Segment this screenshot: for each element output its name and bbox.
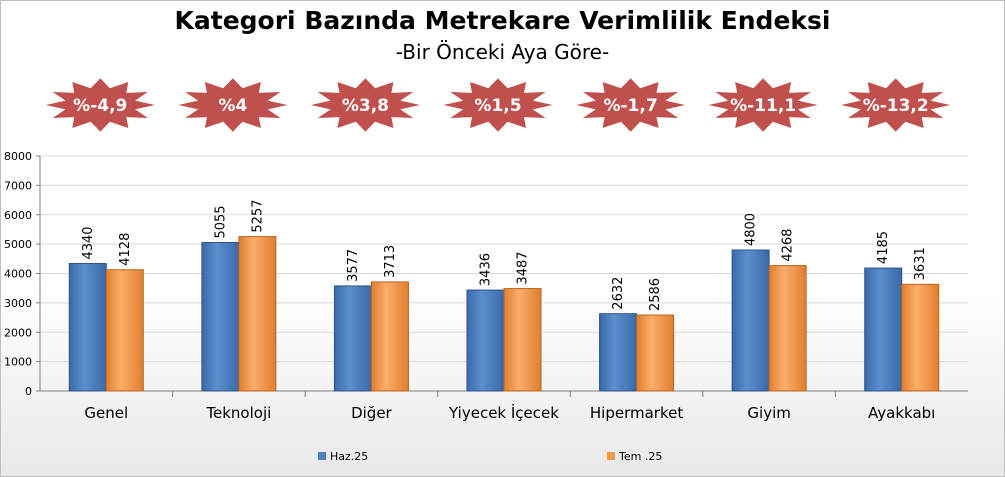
category-label: Diğer (351, 404, 392, 422)
data-label: 4128 (118, 233, 133, 266)
bar-tem (370, 281, 409, 392)
change-badge-label: %-1,7 (603, 96, 657, 116)
legend-label: Haz.25 (330, 450, 368, 463)
y-tick-label: 4000 (4, 268, 32, 281)
data-label: 5257 (250, 199, 265, 232)
bar-haz (201, 242, 240, 392)
data-label: 3631 (913, 247, 928, 280)
bar-haz (68, 263, 107, 392)
legend-swatch (607, 452, 615, 460)
change-badge (174, 76, 292, 134)
change-badge-label: %4 (218, 96, 247, 116)
bar-tem (636, 314, 675, 392)
change-badge (439, 76, 557, 134)
data-label: 4268 (781, 229, 796, 262)
bar-tem (105, 269, 144, 392)
bar-haz (599, 313, 638, 392)
change-badge (704, 76, 822, 134)
data-label: 3577 (346, 249, 361, 282)
legend-swatch (318, 452, 326, 460)
category-label: Yiyecek İçecek (448, 403, 559, 422)
bar-tem (768, 265, 807, 392)
change-badge-label: %-11,1 (730, 96, 796, 116)
data-label: 2632 (611, 277, 626, 310)
data-label: 4340 (81, 226, 96, 259)
bar-tem (901, 283, 940, 392)
legend-label: Tem .25 (618, 450, 662, 463)
y-tick-label: 3000 (4, 297, 32, 310)
category-label: Teknoloji (205, 404, 271, 422)
chart-subtitle: -Bir Önceki Aya Göre- (395, 40, 610, 64)
data-label: 3436 (479, 253, 494, 286)
category-label: Genel (84, 404, 128, 422)
chart-title: Kategori Bazında Metrekare Verimlilik En… (174, 6, 831, 35)
bar-tem (503, 288, 542, 392)
y-tick-label: 8000 (4, 150, 32, 163)
data-label: 4800 (744, 213, 759, 246)
change-badge (572, 76, 689, 134)
bar-haz (731, 249, 770, 392)
y-tick-label: 7000 (4, 179, 32, 192)
data-label: 4185 (876, 231, 891, 264)
change-badge-label: %3,8 (342, 96, 389, 116)
y-tick-label: 0 (25, 385, 32, 398)
y-tick-label: 1000 (4, 356, 32, 369)
data-label: 3713 (383, 245, 398, 278)
bar-haz (333, 285, 372, 392)
change-badge-label: %-13,2 (863, 96, 929, 116)
data-label: 5055 (213, 205, 228, 238)
y-tick-label: 6000 (4, 209, 32, 222)
bar-haz (864, 267, 903, 392)
change-badge-label: %1,5 (474, 96, 521, 116)
y-tick-label: 2000 (4, 326, 32, 339)
change-badge (42, 76, 159, 134)
data-label: 3487 (516, 251, 531, 284)
change-badge-label: %-4,9 (73, 96, 127, 116)
category-label: Giyim (747, 404, 790, 422)
change-badge (307, 76, 424, 134)
category-label: Hipermarket (590, 404, 683, 422)
category-label: Ayakkabı (868, 404, 935, 422)
data-label: 2586 (648, 278, 663, 311)
bar-haz (466, 289, 505, 392)
change-badge (837, 76, 954, 134)
bar-tem (238, 236, 277, 392)
y-tick-label: 5000 (4, 238, 32, 251)
